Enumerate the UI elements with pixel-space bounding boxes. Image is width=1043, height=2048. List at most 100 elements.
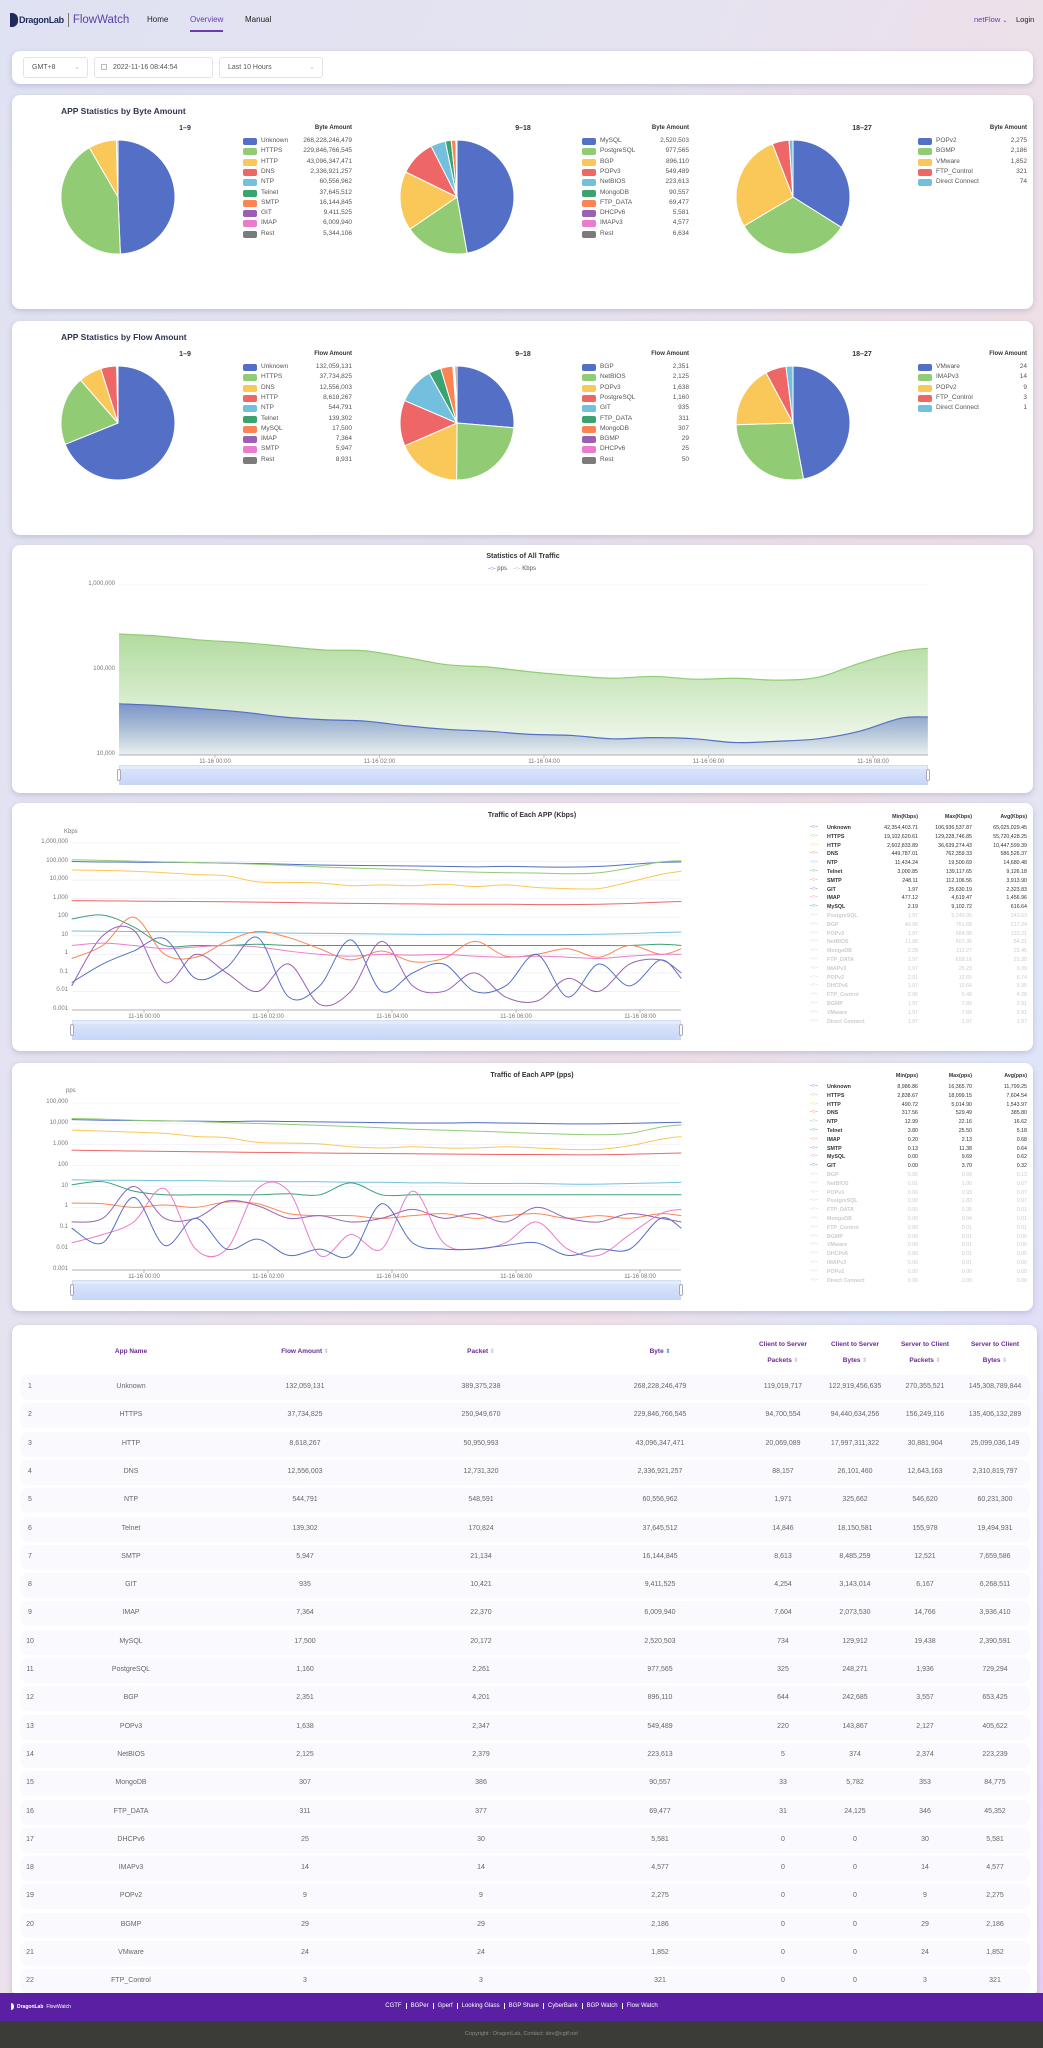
- legend-kbps[interactable]: -○- Kbps: [512, 566, 536, 572]
- legend-item[interactable]: IMAPv3 4,577: [582, 219, 689, 228]
- table-row[interactable]: [20, 1771, 1030, 1797]
- legend-item[interactable]: IMAP 6,009,940: [243, 219, 352, 228]
- slider-handle-left[interactable]: [117, 769, 121, 781]
- sort-icon[interactable]: ⇕: [860, 1358, 868, 1364]
- nav-manual[interactable]: Manual: [245, 15, 272, 24]
- legend-item[interactable]: -○- POPv2 0.00 0.00 0.00: [810, 1268, 1027, 1277]
- legend-item[interactable]: -○- MongoDB 0.00 0.04 0.01: [810, 1215, 1027, 1224]
- legend-item[interactable]: -○- Telnet 3.80 25.50 5.18: [810, 1127, 1027, 1136]
- legend-item[interactable]: MySQL 2,520,503: [582, 137, 689, 146]
- legend-item[interactable]: -○- IMAP 477.12 4,619.47 1,456.96: [810, 894, 1027, 903]
- legend-item[interactable]: Unknown 132,059,131: [243, 363, 352, 372]
- legend-item[interactable]: Direct Connect 1: [918, 404, 1027, 413]
- legend-item[interactable]: GIT 935: [582, 404, 689, 413]
- legend-item[interactable]: -○- BGMP 0.00 0.01 0.00: [810, 1233, 1027, 1242]
- legend-item[interactable]: -○- NetBIOS 0.01 1.00 0.07: [810, 1180, 1027, 1189]
- legend-item[interactable]: PostgreSQL 977,565: [582, 147, 689, 156]
- sort-icon[interactable]: ⇕: [933, 1358, 941, 1364]
- legend-item[interactable]: -○- BGMP 1.97 7.89 2.91: [810, 1000, 1027, 1009]
- table-row[interactable]: [20, 1827, 1030, 1853]
- table-row[interactable]: [20, 1686, 1030, 1712]
- slider-handle-left[interactable]: [70, 1024, 74, 1036]
- table-row[interactable]: [20, 1601, 1030, 1627]
- legend-item[interactable]: -○- POPv2 2.91 12.65 6.74: [810, 974, 1027, 983]
- legend-item[interactable]: -○- NTP 12.99 22.16 16.62: [810, 1118, 1027, 1127]
- legend-item[interactable]: -○- MySQL 2.19 9,102.72 616.64: [810, 903, 1027, 912]
- legend-item[interactable]: -○- IMAPv3 1.97 25.23 9.39: [810, 965, 1027, 974]
- legend-item[interactable]: BGP 2,351: [582, 363, 689, 372]
- table-row[interactable]: [20, 1403, 1030, 1429]
- legend-item[interactable]: GIT 9,411,525: [243, 209, 352, 218]
- legend-item[interactable]: Rest 8,931: [243, 456, 352, 465]
- legend-item[interactable]: DNS 2,336,921,257: [243, 168, 352, 177]
- legend-item[interactable]: -○- SMTP 0.13 11.38 0.64: [810, 1145, 1027, 1154]
- legend-item[interactable]: FTP_DATA 69,477: [582, 199, 689, 208]
- legend-item[interactable]: -○- HTTP 490.72 5,014.90 1,543.97: [810, 1101, 1027, 1110]
- footer-link[interactable]: Flow Watch: [626, 2003, 658, 2009]
- table-row[interactable]: [20, 1856, 1030, 1882]
- legend-item[interactable]: FTP_Control 321: [918, 168, 1027, 177]
- legend-item[interactable]: -○- HTTPS 2,838.67 18,099.15 7,604.54: [810, 1092, 1027, 1101]
- legend-item[interactable]: HTTP 43,096,347,471: [243, 158, 352, 167]
- user-menu[interactable]: netFlow ⌄: [974, 15, 1007, 24]
- timezone-select[interactable]: GMT+8 ⌄: [23, 57, 88, 78]
- legend-item[interactable]: IMAPv3 14: [918, 373, 1027, 382]
- table-row[interactable]: [20, 1941, 1030, 1966]
- footer-link[interactable]: BGP Share: [505, 2003, 544, 2009]
- legend-item[interactable]: Rest 6,634: [582, 230, 689, 239]
- legend-item[interactable]: MongoDB 90,557: [582, 189, 689, 198]
- legend-item[interactable]: SMTP 16,144,845: [243, 199, 352, 208]
- column-header[interactable]: Server to Client Packets ⇕: [901, 1337, 949, 1369]
- legend-item[interactable]: -○- DHCPv6 1.97 10.64 5.95: [810, 982, 1027, 991]
- legend-item[interactable]: -○- BGP 0.05 0.99 0.13: [810, 1171, 1027, 1180]
- sort-icon[interactable]: ⇕: [1000, 1358, 1008, 1364]
- footer-link[interactable]: CyberBank: [544, 2003, 583, 2009]
- legend-item[interactable]: -○- DNS 317.56 529.49 385.80: [810, 1109, 1027, 1118]
- legend-item[interactable]: -○- MongoDB 2.29 112.27 23.45: [810, 947, 1027, 956]
- footer-link[interactable]: BGP Watch: [583, 2003, 623, 2009]
- legend-item[interactable]: -○- SMTP 248.11 112,106.56 3,913.90: [810, 877, 1027, 886]
- legend-item[interactable]: HTTPS 229,846,766,545: [243, 147, 352, 156]
- legend-item[interactable]: Telnet 139,302: [243, 415, 352, 424]
- table-row[interactable]: [20, 1544, 1030, 1570]
- footer-link[interactable]: CGTF: [381, 2003, 407, 2009]
- legend-item[interactable]: -○- DHCPv6 0.00 0.01 0.00: [810, 1250, 1027, 1259]
- legend-item[interactable]: -○- Unknown 8,986.86 16,365.70 11,799.25: [810, 1083, 1027, 1092]
- legend-item[interactable]: NTP 544,791: [243, 404, 352, 413]
- legend-item[interactable]: -○- PostgreSQL 1.97 5,249.95 243.63: [810, 912, 1027, 921]
- legend-item[interactable]: -○- VMware 0.00 0.01 0.00: [810, 1241, 1027, 1250]
- legend-item[interactable]: -○- NTP 11,434.24 19,500.69 14,680.48: [810, 859, 1027, 868]
- legend-item[interactable]: -○- GIT 1.97 25,630.19 2,323.83: [810, 886, 1027, 895]
- logo[interactable]: DragonLab FlowWatch: [10, 12, 129, 28]
- sort-icon[interactable]: ⇕: [488, 1349, 495, 1355]
- legend-item[interactable]: -○- Direct Connect 0.00 0.00 0.00: [810, 1277, 1027, 1286]
- legend-item[interactable]: -○- IMAP 0.20 2.13 0.68: [810, 1136, 1027, 1145]
- legend-item[interactable]: DHCPv6 5,581: [582, 209, 689, 218]
- nav-overview[interactable]: Overview: [190, 15, 224, 24]
- legend-item[interactable]: VMware 24: [918, 363, 1027, 372]
- legend-item[interactable]: POPv3 549,489: [582, 168, 689, 177]
- legend-item[interactable]: -○- HTTP 2,602,833.89 36,639,274.43 10,447,5…: [810, 842, 1027, 851]
- datetime-picker[interactable]: 2022-11-16 08:44:54: [94, 57, 213, 78]
- table-row[interactable]: [20, 1742, 1030, 1768]
- slider-handle-right[interactable]: [679, 1024, 683, 1036]
- legend-item[interactable]: -○- MySQL 0.00 9.69 0.62: [810, 1153, 1027, 1162]
- column-header[interactable]: Client to Server Bytes ⇕: [831, 1337, 879, 1369]
- nav-home[interactable]: Home: [147, 15, 169, 24]
- column-header[interactable]: Byte ⇕: [650, 1344, 671, 1360]
- range-select[interactable]: Last 10 Hours ⌄: [219, 57, 323, 78]
- table-row[interactable]: [20, 1912, 1030, 1938]
- column-header[interactable]: Client to Server Packets ⇕: [759, 1337, 807, 1369]
- legend-item[interactable]: NetBIOS 223,613: [582, 178, 689, 187]
- footer-link[interactable]: BGPer: [407, 2003, 434, 2009]
- legend-item[interactable]: -○- IMAPv3 0.00 0.01 0.00: [810, 1259, 1027, 1268]
- legend-item[interactable]: Rest 5,344,106: [243, 230, 352, 239]
- legend-item[interactable]: -○- HTTPS 19,102,620.61 129,228,746.85 55,72…: [810, 833, 1027, 842]
- legend-item[interactable]: FTP_Control 3: [918, 394, 1027, 403]
- legend-item[interactable]: -○- PostgreSQL 0.00 1.83 0.07: [810, 1197, 1027, 1206]
- column-header[interactable]: Packet ⇕: [467, 1344, 495, 1360]
- legend-item[interactable]: -○- BGP 40.96 761.68 217.24: [810, 921, 1027, 930]
- legend-item[interactable]: MongoDB 307: [582, 425, 689, 434]
- login-link[interactable]: Login: [1016, 15, 1035, 24]
- legend-item[interactable]: -○- NetBIOS 11.95 607.36 54.21: [810, 938, 1027, 947]
